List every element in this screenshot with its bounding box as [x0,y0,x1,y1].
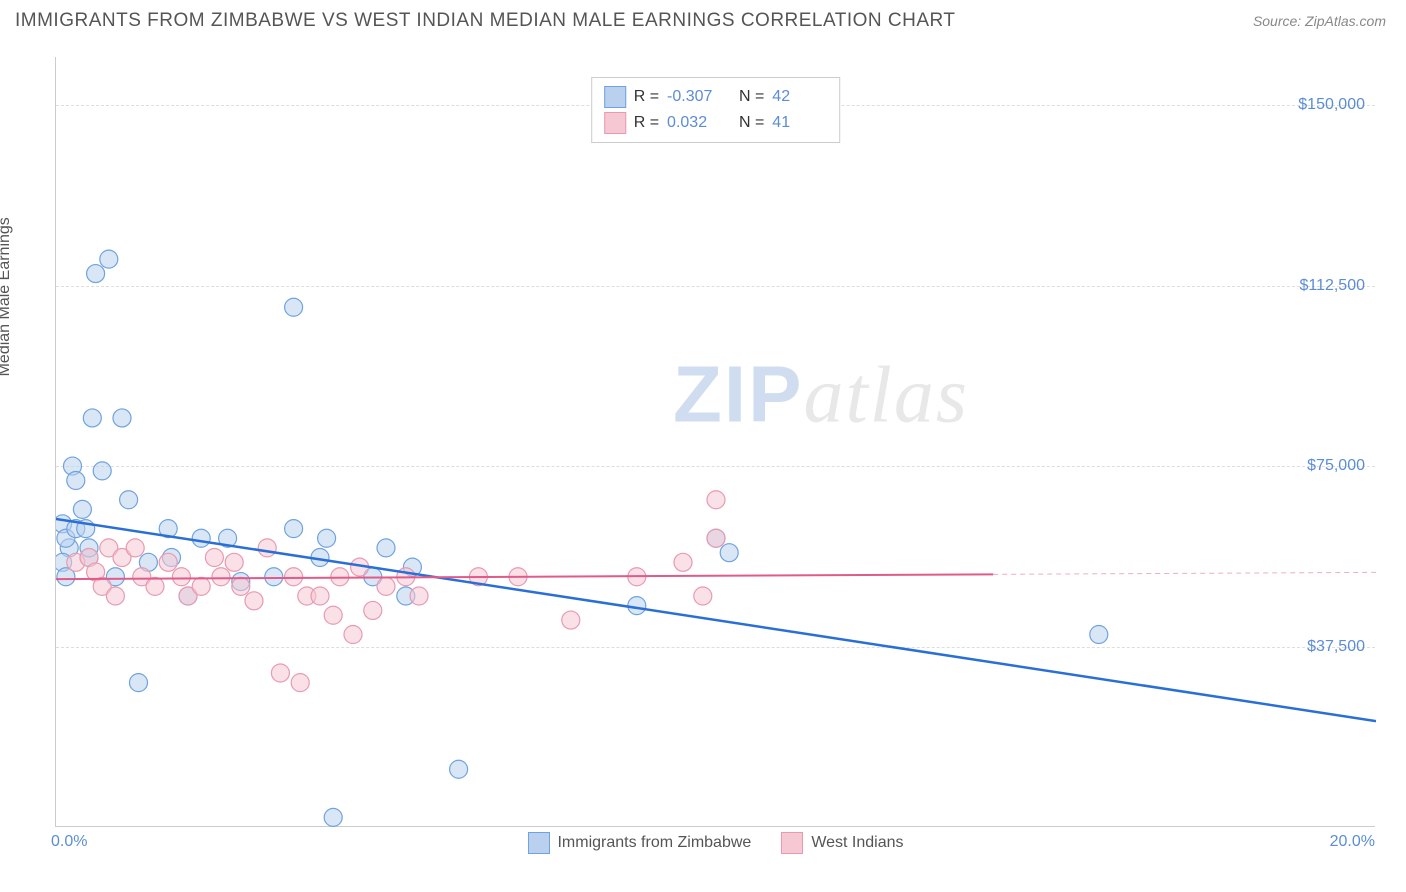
legend-r-label: R = [634,110,659,136]
data-point [120,491,138,509]
legend-swatch [527,832,549,854]
data-point [113,409,131,427]
series-name: West Indians [811,834,903,852]
legend-r-value: -0.307 [667,84,722,110]
data-point [271,664,289,682]
data-point [377,539,395,557]
data-point [159,553,177,571]
data-point [410,587,428,605]
data-point [324,606,342,624]
data-point [232,577,250,595]
data-point [285,568,303,586]
x-tick-max: 20.0% [1330,833,1375,851]
data-point [1090,626,1108,644]
legend-n-label: N = [730,84,764,110]
scatter-plot-svg [56,57,1376,827]
y-axis-label: Median Male Earnings [0,217,14,376]
data-point [628,597,646,615]
data-point [87,265,105,283]
x-tick-min: 0.0% [51,833,87,851]
data-point [265,568,283,586]
data-point [450,760,468,778]
data-point [291,674,309,692]
data-point [225,553,243,571]
correlation-legend: R = -0.307 N = 42R = 0.032 N = 41 [591,77,841,143]
legend-r-label: R = [634,84,659,110]
series-legend-item: Immigrants from Zimbabwe [527,832,751,854]
legend-swatch [781,832,803,854]
data-point [106,587,124,605]
data-point [67,472,85,490]
data-point [311,587,329,605]
data-point [285,298,303,316]
series-name: Immigrants from Zimbabwe [557,834,751,852]
data-point [192,577,210,595]
data-point [146,577,164,595]
legend-swatch [604,112,626,134]
data-point [707,491,725,509]
legend-row: R = 0.032 N = 41 [604,110,828,136]
data-point [318,529,336,547]
series-legend: Immigrants from Zimbabwe West Indians [527,832,903,854]
legend-n-value: 42 [772,84,827,110]
data-point [73,500,91,518]
plot-area: ZIPatlas $37,500$75,000$112,500$150,000 … [55,57,1375,827]
chart-header: IMMIGRANTS FROM ZIMBABWE VS WEST INDIAN … [0,0,1406,37]
data-point [258,539,276,557]
data-point [344,626,362,644]
data-point [674,553,692,571]
data-point [130,674,148,692]
data-point [324,808,342,826]
data-point [720,544,738,562]
data-point [93,462,111,480]
data-point [192,529,210,547]
data-point [83,409,101,427]
legend-r-value: 0.032 [667,110,722,136]
legend-n-value: 41 [772,110,827,136]
legend-row: R = -0.307 N = 42 [604,84,828,110]
chart-title: IMMIGRANTS FROM ZIMBABWE VS WEST INDIAN … [15,10,956,32]
chart-container: Median Male Earnings ZIPatlas $37,500$75… [15,37,1391,857]
data-point [562,611,580,629]
trend-line [56,519,1376,721]
data-point [364,601,382,619]
data-point [694,587,712,605]
data-point [245,592,263,610]
data-point [707,529,725,547]
data-point [172,568,190,586]
data-point [126,539,144,557]
series-legend-item: West Indians [781,832,903,854]
chart-source: Source: ZipAtlas.com [1253,13,1386,29]
legend-n-label: N = [730,110,764,136]
data-point [377,577,395,595]
data-point [212,568,230,586]
data-point [205,549,223,567]
legend-swatch [604,86,626,108]
trend-line-extrapolated [993,572,1376,574]
data-point [100,250,118,268]
data-point [285,520,303,538]
